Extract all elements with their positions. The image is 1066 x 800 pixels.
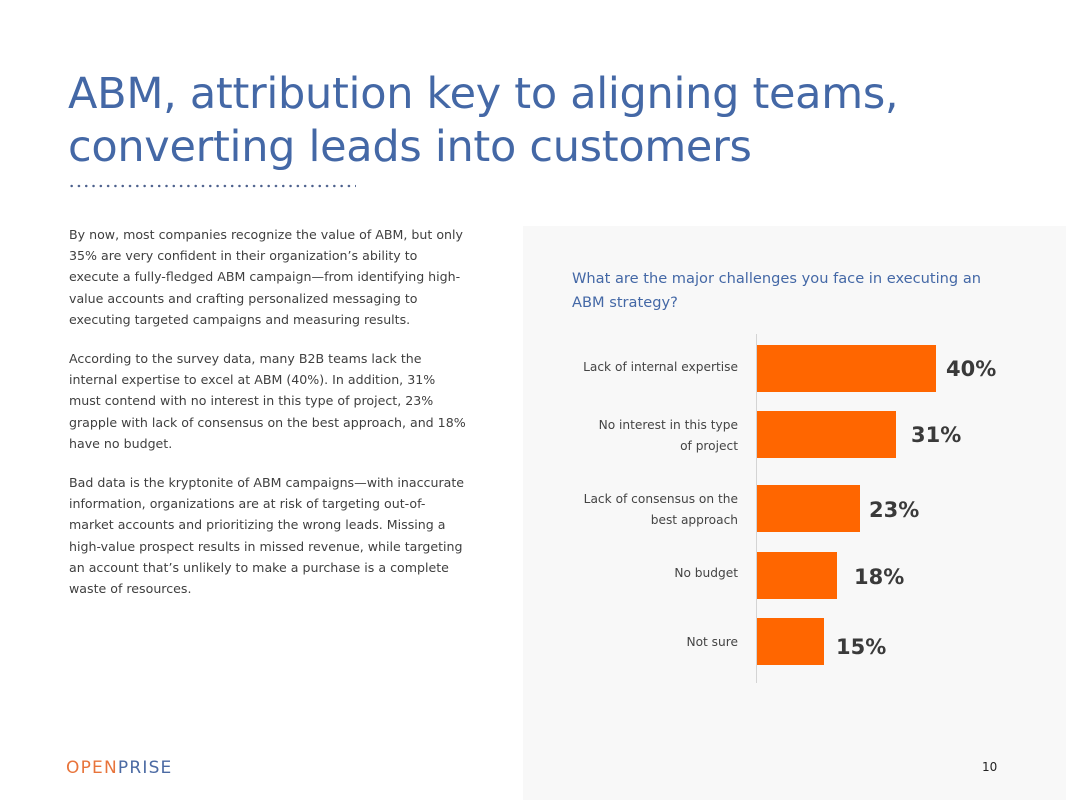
dotted-divider — [68, 184, 356, 188]
page-title: ABM, attribution key to aligning teams, … — [68, 68, 968, 174]
bar-label-no-budget: No budget — [548, 563, 738, 584]
page-number: 10 — [982, 760, 998, 774]
bar-label-line: No interest in this type — [598, 418, 738, 432]
bar-label-line: Not sure — [686, 635, 738, 649]
paragraph-1: By now, most companies recognize the val… — [69, 227, 463, 327]
bar-label-line: No budget — [674, 566, 738, 580]
bar-label-line: of project — [680, 439, 738, 453]
logo-part-prise: PRISE — [117, 758, 173, 778]
bar-not-sure — [757, 618, 824, 665]
body-text: By now, most companies recognize the val… — [69, 224, 469, 617]
bar-label-line: Lack of consensus on the — [583, 492, 738, 506]
bar-no-budget — [757, 552, 837, 599]
chart-axis — [756, 334, 757, 683]
page-title-line-2: converting leads into customers — [68, 122, 752, 172]
bar-no-interest — [757, 411, 896, 458]
bar-value: 40% — [946, 357, 997, 381]
chart-title: What are the major challenges you face i… — [572, 270, 982, 311]
logo-part-open: OPEN — [66, 758, 118, 778]
page-title-line-1: ABM, attribution key to aligning teams, — [68, 69, 899, 119]
bar-lack-of-consensus — [757, 485, 860, 532]
bar-label-lack-of-consensus: Lack of consensus on the best approach — [548, 489, 738, 531]
openprise-logo: OPENPRISE — [66, 758, 173, 778]
paragraph-3: Bad data is the kryptonite of ABM campai… — [69, 475, 465, 597]
bar-value: 18% — [854, 565, 905, 589]
bar-label-not-sure: Not sure — [548, 632, 738, 653]
bar-label-line: Lack of internal expertise — [583, 360, 738, 374]
bar-value: 23% — [869, 498, 920, 522]
bar-label-line: best approach — [650, 513, 738, 527]
bar-lack-of-internal-expertise — [757, 345, 936, 392]
bar-label-no-interest: No interest in this type of project — [548, 415, 738, 457]
paragraph-2: According to the survey data, many B2B t… — [69, 351, 466, 451]
bar-value: 31% — [911, 423, 962, 447]
bar-value: 15% — [836, 635, 887, 659]
bar-label-lack-of-internal-expertise: Lack of internal expertise — [548, 357, 738, 378]
